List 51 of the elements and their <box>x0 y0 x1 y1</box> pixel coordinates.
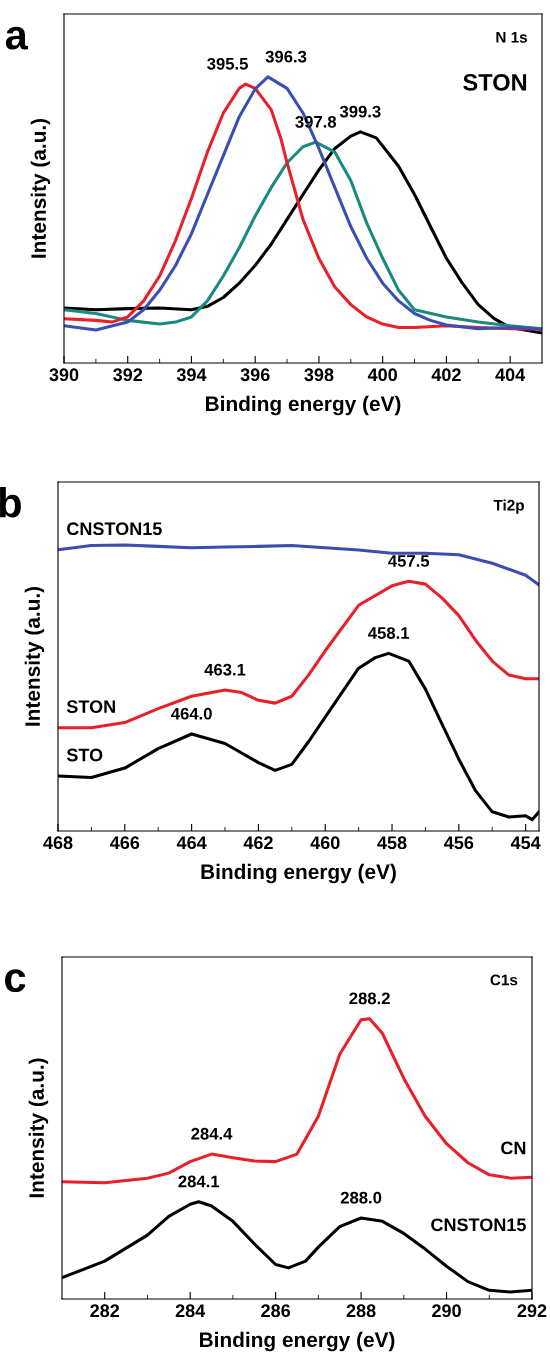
annotation: 458.1 <box>368 627 410 639</box>
annotation: STON <box>463 73 527 91</box>
x-tick-label: 400 <box>367 368 397 382</box>
series-label: STON <box>66 700 115 714</box>
x-axis-title: Binding energy (eV) <box>206 395 401 416</box>
annotation: 396.3 <box>265 50 307 63</box>
annotation: 457.5 <box>388 555 430 567</box>
y-axis-title: Intensity (a.u.) <box>24 586 45 726</box>
annotation: 464.0 <box>171 707 212 720</box>
annotation: 284.1 <box>178 1175 220 1188</box>
x-axis-title: Binding energy (eV) <box>201 863 396 884</box>
x-tick-label: 462 <box>243 836 273 850</box>
chart-title: b <box>0 487 21 518</box>
x-tick-label: 284 <box>175 1304 206 1318</box>
x-tick-label: 392 <box>113 368 143 382</box>
chart-title: c <box>5 969 26 993</box>
y-axis-title: Intensity (a.u.) <box>30 118 51 258</box>
chart-title: a <box>5 26 29 50</box>
annotation: 395.5 <box>207 57 248 70</box>
x-tick-label: 456 <box>444 836 474 850</box>
y-axis-title: Intensity (a.u.) <box>28 1058 49 1198</box>
x-axis-title: Binding energy (eV) <box>200 1331 395 1352</box>
annotation: 288.2 <box>349 992 390 1005</box>
x-tick-label: 458 <box>377 836 407 850</box>
annotation: 463.1 <box>204 663 246 676</box>
x-tick-label: 288 <box>346 1304 376 1318</box>
x-tick-label: 394 <box>176 368 207 382</box>
annotation: 284.4 <box>191 1127 233 1140</box>
x-tick-label: 396 <box>240 368 270 382</box>
series-label: STO <box>66 748 103 762</box>
annotation: 288.0 <box>340 1191 382 1204</box>
x-tick-label: 398 <box>304 368 334 382</box>
series-label: CNSTON15 <box>67 522 162 536</box>
x-tick-label: 290 <box>432 1304 461 1318</box>
x-tick-label: 292 <box>517 1304 547 1318</box>
text: N 1s <box>496 32 528 43</box>
x-tick-label: 468 <box>43 836 73 850</box>
x-tick-label: 402 <box>431 368 461 382</box>
x-tick-label: 466 <box>110 836 140 850</box>
x-tick-label: 454 <box>510 836 541 850</box>
x-tick-label: 464 <box>176 836 207 850</box>
text: Ti2p <box>493 499 524 514</box>
x-tick-label: 404 <box>495 368 526 382</box>
x-tick-label: 390 <box>49 368 79 382</box>
series-label: CNSTON15 <box>431 1218 526 1232</box>
annotation: 399.3 <box>339 105 381 118</box>
series-label: CN <box>501 1141 526 1155</box>
text: C1s <box>490 974 518 986</box>
x-tick-label: 282 <box>90 1304 120 1318</box>
x-tick-label: 286 <box>261 1304 291 1318</box>
x-tick-label: 460 <box>310 836 340 850</box>
